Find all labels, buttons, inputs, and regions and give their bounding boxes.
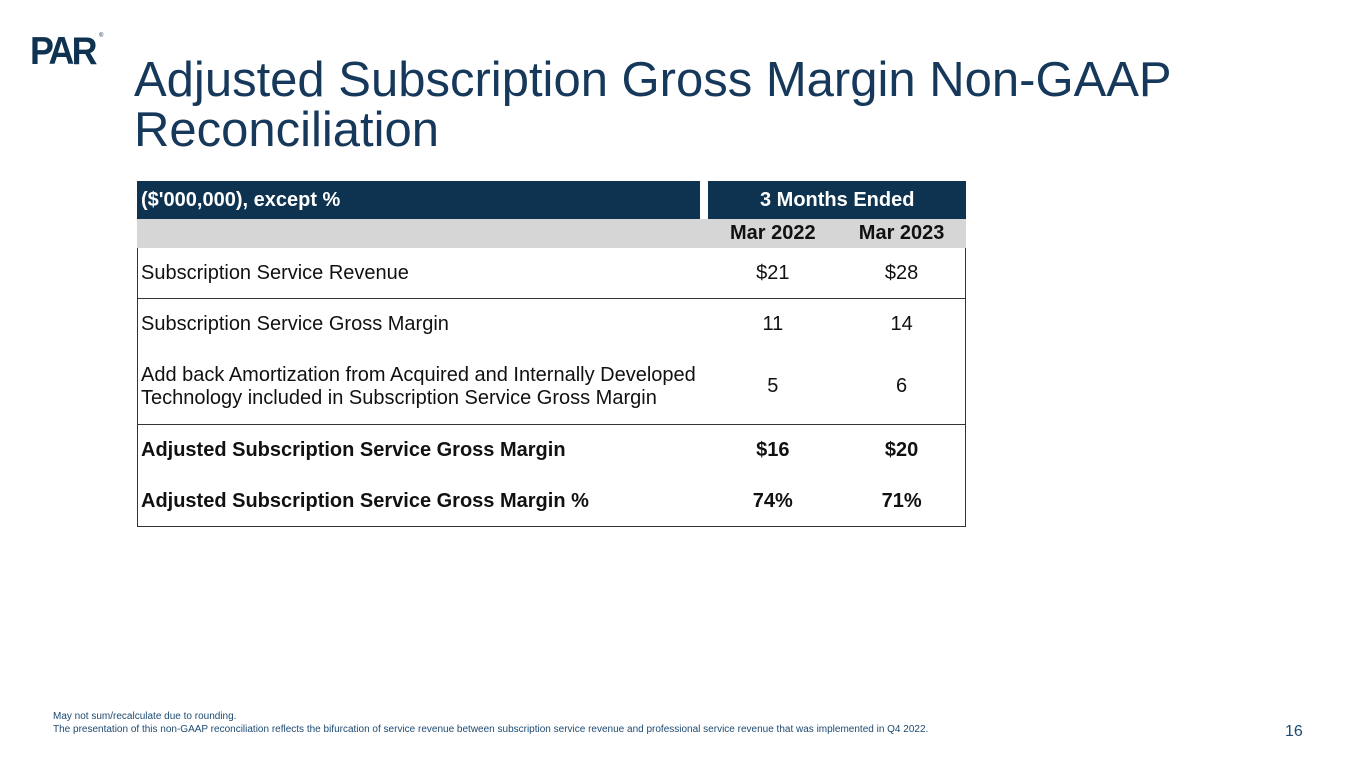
header-gap	[700, 181, 709, 219]
cell-value: 11	[762, 312, 784, 335]
cell-value: $21	[708, 248, 838, 299]
row-gap	[700, 248, 709, 299]
page-number: 16	[1285, 723, 1303, 740]
row-gap	[700, 475, 708, 527]
table-row: Add back Amortization from Acquired and …	[137, 349, 966, 425]
cell-value: 5	[708, 349, 838, 425]
table-row: Adjusted Subscription Service Gross Marg…	[137, 425, 966, 476]
column-header-mar-2022: Mar 2022	[708, 219, 838, 248]
par-logo: PAR	[30, 30, 98, 73]
table-row: Subscription Service Revenue $21 $28	[137, 248, 966, 299]
reconciliation-table: ($'000,000), except % 3 Months Ended Mar…	[137, 181, 966, 527]
column-header-mar-2023: Mar 2023	[837, 219, 966, 248]
unit-header: ($'000,000), except %	[137, 181, 701, 219]
table-header-row: ($'000,000), except % 3 Months Ended	[137, 181, 966, 219]
table-row: Adjusted Subscription Service Gross Marg…	[137, 475, 966, 527]
row-label-adjusted-gross-margin-pct: Adjusted Subscription Service Gross Marg…	[141, 489, 589, 512]
subheader-blank	[137, 219, 701, 248]
row-gap	[700, 299, 708, 350]
cell-value: 14	[890, 312, 913, 335]
cell-value: $20	[884, 438, 919, 461]
subheader-gap	[700, 219, 709, 248]
row-gap	[700, 349, 709, 425]
row-label-adjusted-gross-margin: Adjusted Subscription Service Gross Marg…	[141, 438, 566, 461]
cell-value: $16	[756, 438, 790, 461]
cell-value: $28	[837, 248, 966, 299]
footnotes: May not sum/recalculate due to rounding.…	[53, 710, 928, 736]
row-label-subscription-revenue: Subscription Service Revenue	[137, 248, 701, 299]
row-gap	[700, 425, 708, 476]
footnote-bifurcation: The presentation of this non-GAAP reconc…	[53, 724, 929, 735]
cell-value: 74%	[752, 489, 793, 512]
table-row: Subscription Service Gross Margin 11 14	[137, 299, 966, 350]
footnote-rounding: May not sum/recalculate due to rounding.	[53, 711, 237, 722]
table-subheader-row: Mar 2022 Mar 2023	[137, 219, 966, 248]
row-label-subscription-gross-margin: Subscription Service Gross Margin	[141, 312, 449, 335]
cell-value: 71%	[881, 489, 922, 512]
registered-mark: ®	[99, 33, 104, 39]
page-title: Adjusted Subscription Gross Margin Non-G…	[134, 53, 1171, 157]
cell-value: 6	[837, 349, 966, 425]
period-header: 3 Months Ended	[708, 181, 966, 219]
row-label-amortization-add-back: Add back Amortization from Acquired and …	[137, 349, 701, 425]
